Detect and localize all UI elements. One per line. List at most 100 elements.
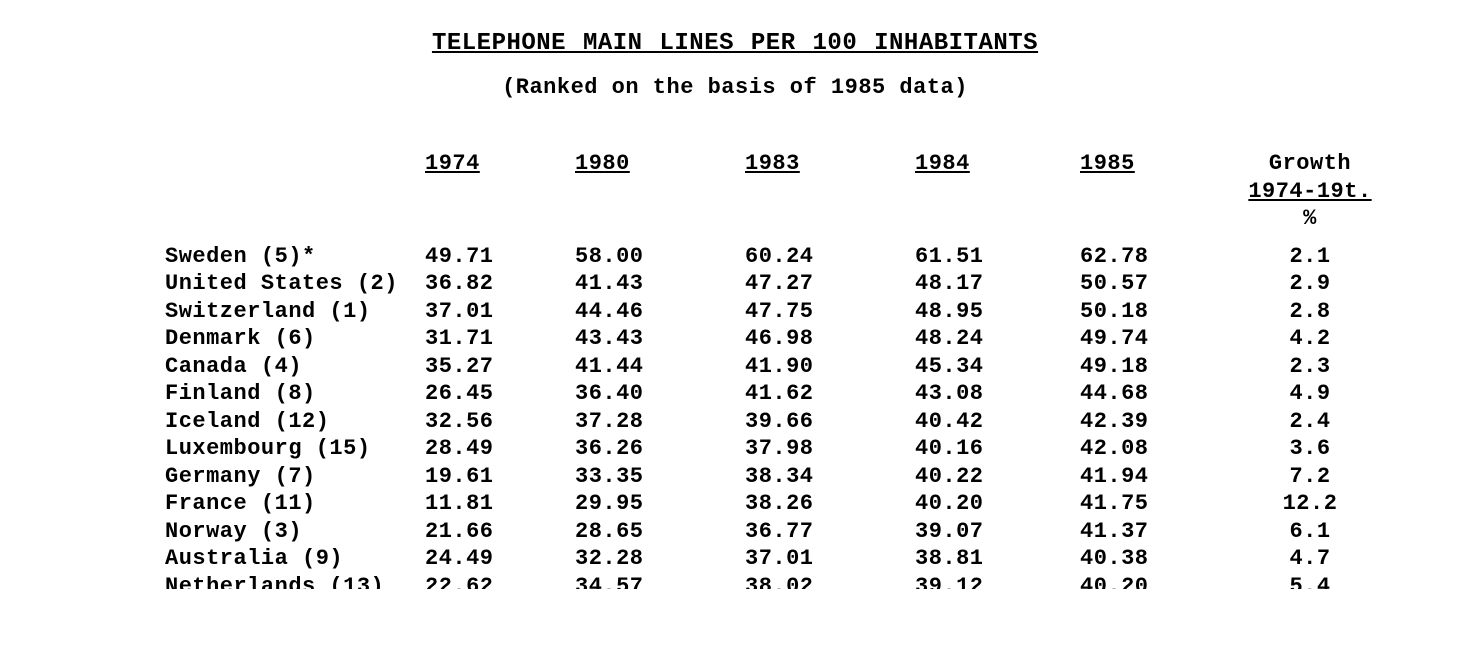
cell-growth: 2.1 xyxy=(1235,243,1385,271)
col-header-country xyxy=(165,150,425,243)
cell-1983: 47.75 xyxy=(745,298,915,326)
cell-growth: 4.7 xyxy=(1235,545,1385,573)
cell-1980: 29.95 xyxy=(575,490,745,518)
cell-1983: 38.02 xyxy=(745,573,915,589)
page-subtitle: (Ranked on the basis of 1985 data) xyxy=(0,75,1470,100)
cell-1985: 49.74 xyxy=(1080,325,1235,353)
cell-1974: 31.71 xyxy=(425,325,575,353)
cell-country: Finland (8) xyxy=(165,380,425,408)
cell-country: Luxembourg (15) xyxy=(165,435,425,463)
col-header-1985: 1985 xyxy=(1080,150,1235,243)
cell-1984: 43.08 xyxy=(915,380,1080,408)
cell-country: Australia (9) xyxy=(165,545,425,573)
cell-1980: 32.28 xyxy=(575,545,745,573)
cell-country: Canada (4) xyxy=(165,353,425,381)
cell-1985: 41.37 xyxy=(1080,518,1235,546)
cell-1980: 37.28 xyxy=(575,408,745,436)
cell-1980: 36.40 xyxy=(575,380,745,408)
cell-1980: 41.43 xyxy=(575,270,745,298)
cell-1983: 60.24 xyxy=(745,243,915,271)
col-header-growth: Growth 1974-19t. % xyxy=(1235,150,1385,243)
cell-growth: 12.2 xyxy=(1235,490,1385,518)
cell-1984: 45.34 xyxy=(915,353,1080,381)
cell-1974: 11.81 xyxy=(425,490,575,518)
cell-1985: 41.94 xyxy=(1080,463,1235,491)
cell-1983: 38.26 xyxy=(745,490,915,518)
cell-1980: 58.00 xyxy=(575,243,745,271)
cell-1980: 28.65 xyxy=(575,518,745,546)
table-row: Finland (8) 26.45 36.40 41.62 43.08 44.6… xyxy=(165,380,1385,408)
cell-1984: 40.22 xyxy=(915,463,1080,491)
cell-1985: 42.39 xyxy=(1080,408,1235,436)
table-row: Canada (4) 35.27 41.44 41.90 45.34 49.18… xyxy=(165,353,1385,381)
cell-country: United States (2) xyxy=(165,270,425,298)
growth-header-line3: % xyxy=(1303,206,1317,231)
cell-1983: 37.01 xyxy=(745,545,915,573)
cell-1985: 42.08 xyxy=(1080,435,1235,463)
cell-growth: 7.2 xyxy=(1235,463,1385,491)
cell-1983: 37.98 xyxy=(745,435,915,463)
table-header-row: 1974 1980 1983 1984 1985 Growth 1974-19t… xyxy=(165,150,1385,243)
document-page: TELEPHONE MAIN LINES PER 100 INHABITANTS… xyxy=(0,30,1470,589)
cell-1983: 36.77 xyxy=(745,518,915,546)
cell-1980: 44.46 xyxy=(575,298,745,326)
cell-growth: 2.4 xyxy=(1235,408,1385,436)
cell-growth: 2.3 xyxy=(1235,353,1385,381)
table-body: Sweden (5)* 49.71 58.00 60.24 61.51 62.7… xyxy=(165,243,1385,589)
cell-1980: 33.35 xyxy=(575,463,745,491)
cell-1984: 48.17 xyxy=(915,270,1080,298)
col-header-1980: 1980 xyxy=(575,150,745,243)
growth-header-line2: 1974-19t. xyxy=(1248,179,1371,204)
table-row: United States (2) 36.82 41.43 47.27 48.1… xyxy=(165,270,1385,298)
cell-1974: 37.01 xyxy=(425,298,575,326)
cell-1974: 32.56 xyxy=(425,408,575,436)
cell-country: Sweden (5)* xyxy=(165,243,425,271)
growth-header-line1: Growth xyxy=(1269,151,1351,176)
data-table-wrapper: 1974 1980 1983 1984 1985 Growth 1974-19t… xyxy=(165,150,1470,589)
table-row: Sweden (5)* 49.71 58.00 60.24 61.51 62.7… xyxy=(165,243,1385,271)
cell-country: France (11) xyxy=(165,490,425,518)
cell-1980: 41.44 xyxy=(575,353,745,381)
cell-1985: 41.75 xyxy=(1080,490,1235,518)
cell-1974: 22.62 xyxy=(425,573,575,589)
cell-1985: 49.18 xyxy=(1080,353,1235,381)
page-title: TELEPHONE MAIN LINES PER 100 INHABITANTS xyxy=(0,30,1470,57)
table-row: Germany (7) 19.61 33.35 38.34 40.22 41.9… xyxy=(165,463,1385,491)
cell-1980: 34.57 xyxy=(575,573,745,589)
col-header-1984: 1984 xyxy=(915,150,1080,243)
cell-1984: 48.95 xyxy=(915,298,1080,326)
cell-growth: 3.6 xyxy=(1235,435,1385,463)
cell-country: Norway (3) xyxy=(165,518,425,546)
cell-1974: 49.71 xyxy=(425,243,575,271)
cell-1974: 21.66 xyxy=(425,518,575,546)
cell-1983: 46.98 xyxy=(745,325,915,353)
table-row: Norway (3) 21.66 28.65 36.77 39.07 41.37… xyxy=(165,518,1385,546)
cell-country: Denmark (6) xyxy=(165,325,425,353)
table-row: Iceland (12) 32.56 37.28 39.66 40.42 42.… xyxy=(165,408,1385,436)
table-row: Switzerland (1) 37.01 44.46 47.75 48.95 … xyxy=(165,298,1385,326)
cell-1984: 48.24 xyxy=(915,325,1080,353)
cell-1974: 36.82 xyxy=(425,270,575,298)
cell-growth: 2.9 xyxy=(1235,270,1385,298)
cell-1980: 36.26 xyxy=(575,435,745,463)
cell-1985: 50.18 xyxy=(1080,298,1235,326)
cell-1985: 40.20 xyxy=(1080,573,1235,589)
cell-1974: 35.27 xyxy=(425,353,575,381)
cell-1985: 40.38 xyxy=(1080,545,1235,573)
table-row: Australia (9) 24.49 32.28 37.01 38.81 40… xyxy=(165,545,1385,573)
cell-country: Switzerland (1) xyxy=(165,298,425,326)
cell-1984: 39.07 xyxy=(915,518,1080,546)
cell-1983: 39.66 xyxy=(745,408,915,436)
cell-growth: 2.8 xyxy=(1235,298,1385,326)
cell-1984: 40.16 xyxy=(915,435,1080,463)
cell-1984: 40.42 xyxy=(915,408,1080,436)
cell-1983: 41.62 xyxy=(745,380,915,408)
cell-1984: 40.20 xyxy=(915,490,1080,518)
cell-country: Netherlands (13) xyxy=(165,573,425,589)
table-row: France (11) 11.81 29.95 38.26 40.20 41.7… xyxy=(165,490,1385,518)
cell-1983: 41.90 xyxy=(745,353,915,381)
cell-growth: 4.2 xyxy=(1235,325,1385,353)
cell-1980: 43.43 xyxy=(575,325,745,353)
col-header-1983: 1983 xyxy=(745,150,915,243)
cell-1983: 47.27 xyxy=(745,270,915,298)
